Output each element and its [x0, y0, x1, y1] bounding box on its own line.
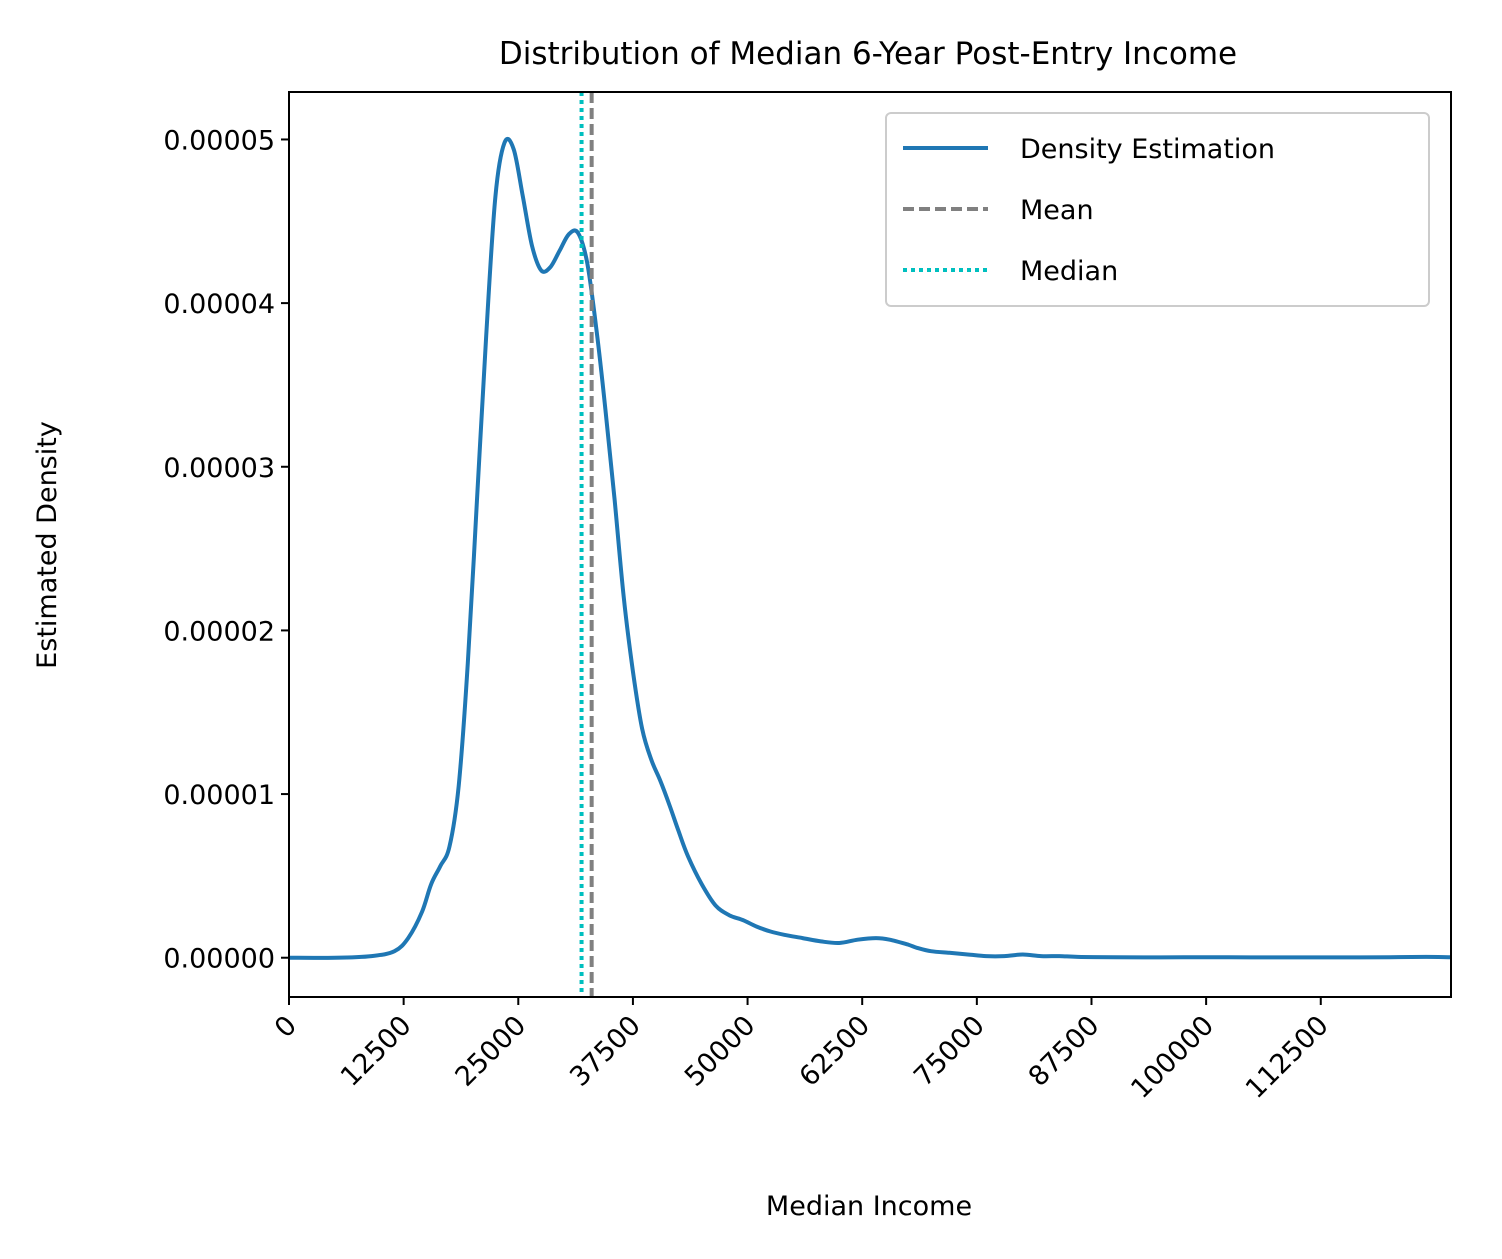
y-tick-label: 0.00005	[163, 125, 275, 156]
y-axis-label: Estimated Density	[32, 421, 63, 669]
x-axis-label: Median Income	[766, 1191, 972, 1222]
x-tick-label: 50000	[679, 1010, 762, 1093]
x-tick-label: 0	[269, 1010, 303, 1044]
series-density-line	[289, 136, 1451, 960]
x-tick-label: 112500	[1240, 1010, 1335, 1105]
y-tick-label: 0.00001	[163, 780, 275, 811]
legend-label: Mean	[1020, 195, 1094, 226]
legend-label: Median	[1020, 256, 1118, 287]
legend: Density Estimation Mean Median	[885, 112, 1430, 307]
legend-label: Density Estimation	[1020, 134, 1275, 165]
x-tick-label: 37500	[564, 1010, 647, 1093]
plot-frame	[288, 91, 1452, 998]
x-tick-label: 12500	[335, 1010, 418, 1093]
x-tick-label: 62500	[793, 1010, 876, 1093]
y-tick-label: 0.00000	[163, 944, 275, 975]
y-tick-label: 0.00003	[163, 453, 275, 484]
plot-marks	[289, 92, 1451, 997]
y-axis: 0.00000 0.00001 0.00002 0.00003 0.00004 0.000…	[163, 125, 289, 975]
x-tick-label: 100000	[1125, 1010, 1220, 1105]
x-tick-label: 25000	[450, 1010, 533, 1093]
legend-box	[885, 112, 1430, 307]
y-tick-label: 0.00004	[163, 289, 275, 320]
x-axis: 0 12500 25000 37500 50000 62500 75000 87500 1000…	[269, 997, 1335, 1105]
x-tick-label: 75000	[908, 1010, 991, 1093]
y-tick-label: 0.00002	[163, 616, 275, 647]
x-tick-label: 87500	[1023, 1010, 1106, 1093]
chart-title: Distribution of Median 6-Year Post-Entry…	[499, 36, 1237, 72]
